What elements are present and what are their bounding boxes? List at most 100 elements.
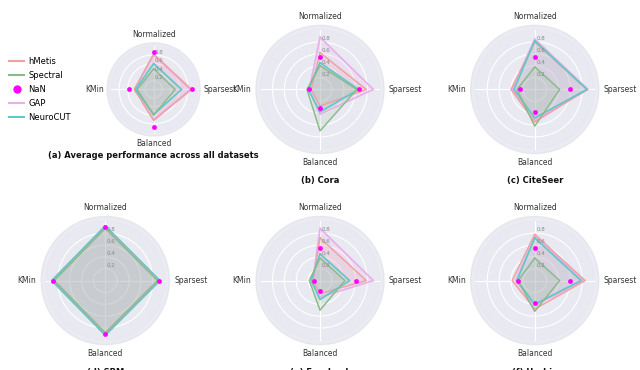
Point	[351, 278, 361, 283]
Text: 0.4: 0.4	[107, 251, 116, 256]
Text: KMin: KMin	[232, 276, 251, 285]
Polygon shape	[309, 37, 373, 114]
Polygon shape	[511, 42, 587, 122]
Point	[530, 300, 540, 306]
Text: Normalized: Normalized	[513, 11, 557, 21]
Text: Normalized: Normalized	[298, 203, 342, 212]
Point	[530, 54, 540, 60]
Polygon shape	[53, 227, 159, 334]
Polygon shape	[313, 228, 373, 297]
Text: 0.6: 0.6	[322, 48, 330, 53]
Point	[304, 87, 314, 92]
Text: 0.8: 0.8	[107, 228, 116, 232]
Polygon shape	[517, 238, 581, 304]
Point	[100, 331, 110, 337]
Text: 0.2: 0.2	[107, 263, 116, 268]
Polygon shape	[134, 54, 191, 121]
Polygon shape	[470, 25, 599, 154]
Polygon shape	[260, 221, 380, 340]
Text: Normalized: Normalized	[298, 11, 342, 21]
Polygon shape	[41, 216, 170, 345]
Point	[315, 54, 325, 60]
Point	[124, 87, 134, 92]
Polygon shape	[308, 63, 358, 112]
Polygon shape	[307, 66, 356, 131]
Text: 0.6: 0.6	[536, 239, 545, 244]
Point	[565, 87, 575, 92]
Text: Balanced: Balanced	[136, 139, 172, 148]
Text: 0.6: 0.6	[536, 48, 545, 53]
Text: Sparsest: Sparsest	[204, 85, 237, 94]
Title: (c) CiteSeer: (c) CiteSeer	[506, 176, 563, 185]
Point	[315, 288, 325, 294]
Text: Balanced: Balanced	[88, 349, 123, 359]
Point	[148, 124, 159, 130]
Point	[565, 278, 575, 283]
Legend: hMetis, Spectral, NaN, GAP, NeuroCUT: hMetis, Spectral, NaN, GAP, NeuroCUT	[9, 57, 70, 122]
Text: 0.4: 0.4	[322, 251, 330, 256]
Point	[515, 87, 525, 92]
Point	[309, 278, 319, 283]
Text: Normalized: Normalized	[513, 203, 557, 212]
Text: 0.8: 0.8	[536, 228, 545, 232]
Text: KMin: KMin	[232, 85, 251, 94]
Text: 0.4: 0.4	[155, 67, 164, 72]
Text: Sparsest: Sparsest	[389, 85, 422, 94]
Polygon shape	[256, 25, 384, 154]
Text: Balanced: Balanced	[302, 349, 338, 359]
Polygon shape	[134, 55, 190, 120]
Point	[530, 109, 540, 115]
Polygon shape	[260, 30, 380, 149]
Point	[315, 105, 325, 111]
Text: KMin: KMin	[447, 85, 466, 94]
Text: Balanced: Balanced	[302, 158, 338, 167]
Polygon shape	[111, 46, 196, 132]
Polygon shape	[311, 53, 366, 106]
Text: 0.2: 0.2	[155, 75, 164, 80]
Polygon shape	[311, 254, 349, 300]
Text: 0.8: 0.8	[322, 36, 330, 41]
Polygon shape	[309, 258, 345, 310]
Text: Balanced: Balanced	[517, 349, 552, 359]
Title: (e) Facebook: (e) Facebook	[289, 367, 351, 370]
Point	[353, 87, 364, 92]
Text: 0.4: 0.4	[536, 60, 545, 65]
Text: 0.6: 0.6	[107, 239, 116, 244]
Polygon shape	[52, 226, 160, 335]
Text: 0.4: 0.4	[536, 251, 545, 256]
Text: 0.8: 0.8	[155, 50, 164, 54]
Text: KMin: KMin	[85, 85, 104, 94]
Text: 0.6: 0.6	[322, 239, 330, 244]
Text: 0.2: 0.2	[536, 263, 545, 268]
Text: Sparsest: Sparsest	[604, 276, 637, 285]
Text: Sparsest: Sparsest	[389, 276, 422, 285]
Text: 0.2: 0.2	[536, 72, 545, 77]
Title: (a) Average performance across all datasets: (a) Average performance across all datas…	[48, 151, 259, 160]
Point	[148, 48, 159, 54]
Text: 0.8: 0.8	[322, 228, 330, 232]
Text: 0.2: 0.2	[322, 263, 330, 268]
Polygon shape	[52, 226, 160, 335]
Text: Balanced: Balanced	[517, 158, 552, 167]
Title: (f) Harbin: (f) Harbin	[511, 367, 558, 370]
Polygon shape	[137, 69, 175, 115]
Title: (d) SBM: (d) SBM	[86, 367, 124, 370]
Text: Sparsest: Sparsest	[604, 85, 637, 94]
Polygon shape	[136, 64, 182, 114]
Point	[513, 278, 524, 283]
Polygon shape	[517, 67, 559, 126]
Polygon shape	[476, 30, 594, 149]
Text: Sparsest: Sparsest	[174, 276, 207, 285]
Polygon shape	[107, 43, 200, 136]
Polygon shape	[470, 216, 599, 345]
Polygon shape	[476, 221, 594, 340]
Polygon shape	[512, 39, 588, 120]
Text: 0.8: 0.8	[536, 36, 545, 41]
Text: 0.4: 0.4	[322, 60, 330, 65]
Point	[315, 245, 325, 251]
Title: (b) Cora: (b) Cora	[301, 176, 339, 185]
Point	[530, 245, 540, 251]
Text: 0.6: 0.6	[155, 58, 164, 63]
Text: KMin: KMin	[447, 276, 466, 285]
Text: KMin: KMin	[18, 276, 36, 285]
